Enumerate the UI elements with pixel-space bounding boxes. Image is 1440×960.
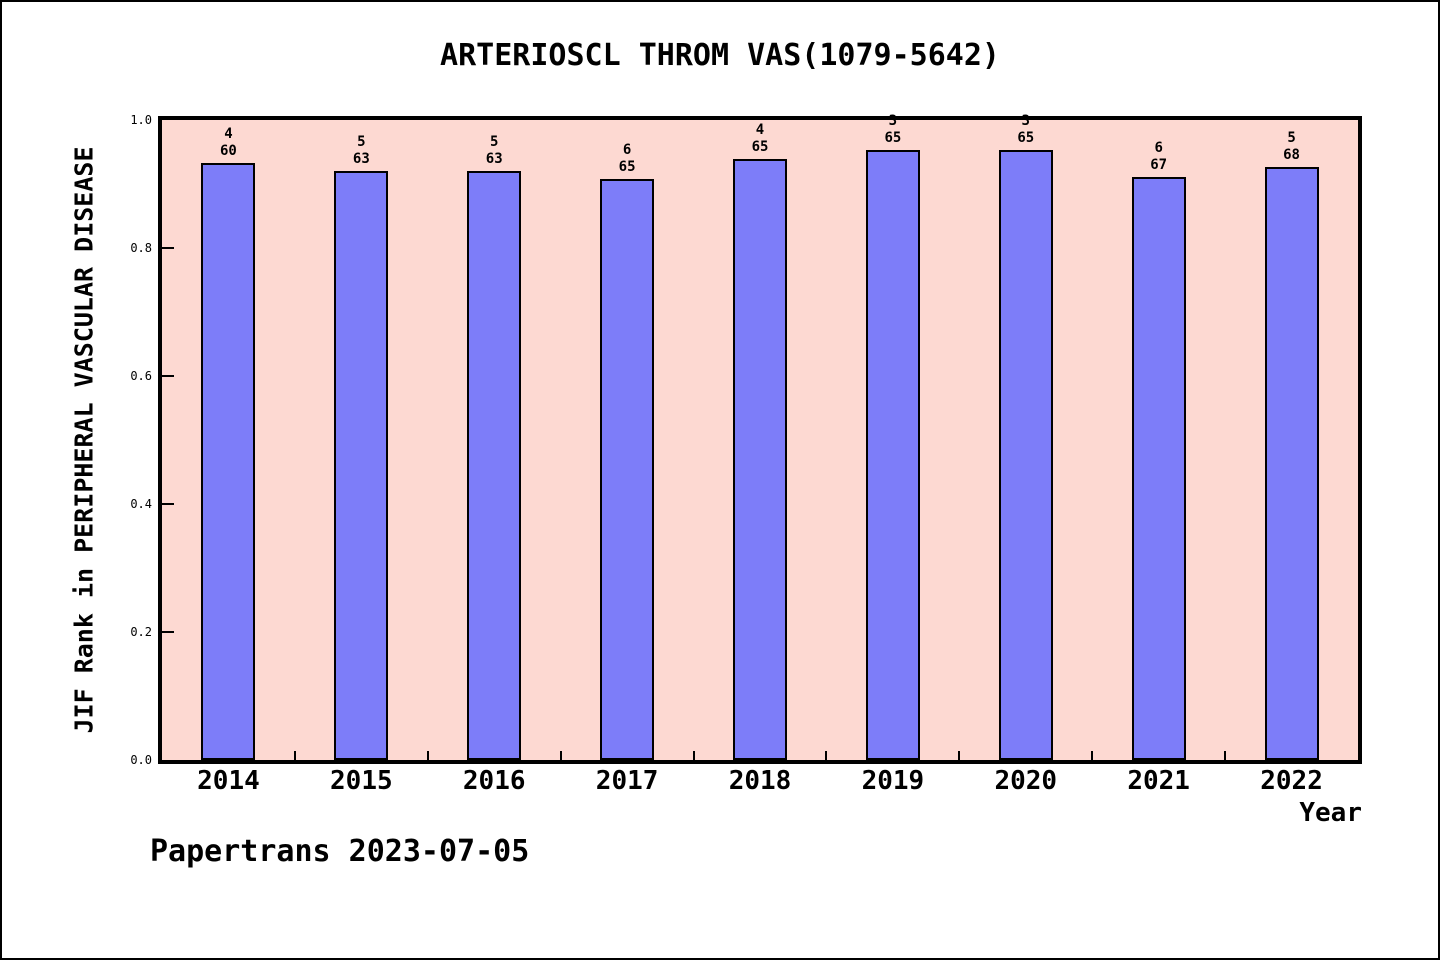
bar-rank-value: 5	[1287, 130, 1296, 146]
x-tick-label: 2019	[861, 766, 925, 796]
x-tick-label: 2022	[1260, 766, 1323, 796]
y-tick-label: 0.4	[130, 497, 152, 511]
chart-title: ARTERIOSCL THROM VAS(1079-5642)	[440, 38, 1000, 73]
bar-2016	[467, 171, 522, 760]
bar-value-label: 3 65	[981, 113, 1071, 147]
bar-total-value: 67	[1150, 157, 1168, 173]
bar-total-value: 65	[751, 139, 769, 155]
x-tick-label: 2015	[330, 766, 393, 796]
y-tick-label: 0.6	[130, 369, 152, 383]
bar-value-label: 6 67	[1114, 140, 1204, 174]
plot-area: 4 60 5 63 5 63 6 65 4 65 3 65 3 65 6 67 5 68	[158, 113, 1362, 764]
y-tick-label: 0.0	[130, 753, 152, 767]
bar-rank-value: 4	[755, 122, 765, 138]
y-tick-label: 0.8	[130, 241, 152, 255]
bar-2022	[1264, 167, 1319, 760]
x-axis-tick	[293, 751, 296, 760]
y-axis-tick	[162, 247, 174, 249]
bar-rank-value: 5	[357, 134, 366, 150]
y-axis-tick	[162, 631, 174, 633]
bar-value-label: 5 68	[1247, 130, 1337, 164]
bar-total-value: 65	[618, 159, 636, 175]
y-axis-tick-labels: 0.0 0.2 0.4 0.6 0.8 1.0	[2, 113, 152, 767]
x-axis-tick	[559, 751, 562, 760]
bar-rank-value: 4	[224, 126, 233, 142]
y-axis-tick	[162, 375, 174, 377]
bar-value-label: 5 63	[449, 134, 539, 168]
x-axis-tick	[1224, 751, 1227, 760]
bar-total-value: 60	[220, 143, 237, 159]
x-axis-tick	[958, 751, 961, 760]
x-tick-label: 2017	[595, 766, 659, 796]
y-axis-tick	[162, 503, 174, 505]
bar-rank-value: 3	[888, 113, 898, 129]
plot-inner: 4 60 5 63 5 63 6 65 4 65 3 65 3 65 6 67 5 68	[162, 113, 1358, 760]
bar-rank-value: 5	[490, 134, 499, 150]
bar-total-value: 63	[485, 151, 503, 167]
x-axis-tick	[1091, 751, 1094, 760]
bar-rank-value: 6	[622, 142, 632, 158]
x-axis-tick-labels: 2014 2015 2016 2017 2018 2019 2020 2021 2022	[162, 766, 1358, 806]
bar-value-label: 3 65	[848, 113, 938, 147]
bar-total-value: 65	[1017, 130, 1035, 146]
bar-rank-value: 3	[1021, 113, 1030, 129]
bar-2018	[733, 159, 787, 760]
bar-value-label: 6 65	[582, 142, 672, 176]
bar-2020	[998, 150, 1053, 760]
bar-value-label: 5 63	[316, 134, 406, 168]
bar-total-value: 65	[884, 130, 902, 146]
x-tick-label: 2014	[197, 766, 260, 796]
bar-2021	[1131, 177, 1186, 760]
x-axis-tick	[426, 751, 429, 760]
bar-2015	[334, 171, 389, 760]
bar-value-label: 4 60	[183, 126, 273, 160]
y-tick-label: 0.2	[130, 625, 152, 639]
x-axis-tick	[692, 751, 695, 760]
bar-2014	[201, 163, 256, 760]
x-tick-label: 2021	[1127, 766, 1190, 796]
x-tick-label: 2016	[462, 766, 526, 796]
y-tick-label: 1.0	[130, 113, 152, 127]
bar-2019	[865, 150, 920, 760]
bar-total-value: 68	[1283, 147, 1300, 163]
x-axis-label: Year	[1299, 798, 1362, 828]
x-tick-label: 2020	[994, 766, 1058, 796]
bar-rank-value: 6	[1154, 140, 1163, 156]
watermark-text: Papertrans 2023-07-05	[150, 834, 530, 869]
bar-value-label: 4 65	[715, 122, 805, 156]
bar-2017	[600, 179, 655, 760]
x-axis-tick	[825, 751, 828, 760]
x-tick-label: 2018	[728, 766, 792, 796]
bar-total-value: 63	[352, 151, 370, 167]
